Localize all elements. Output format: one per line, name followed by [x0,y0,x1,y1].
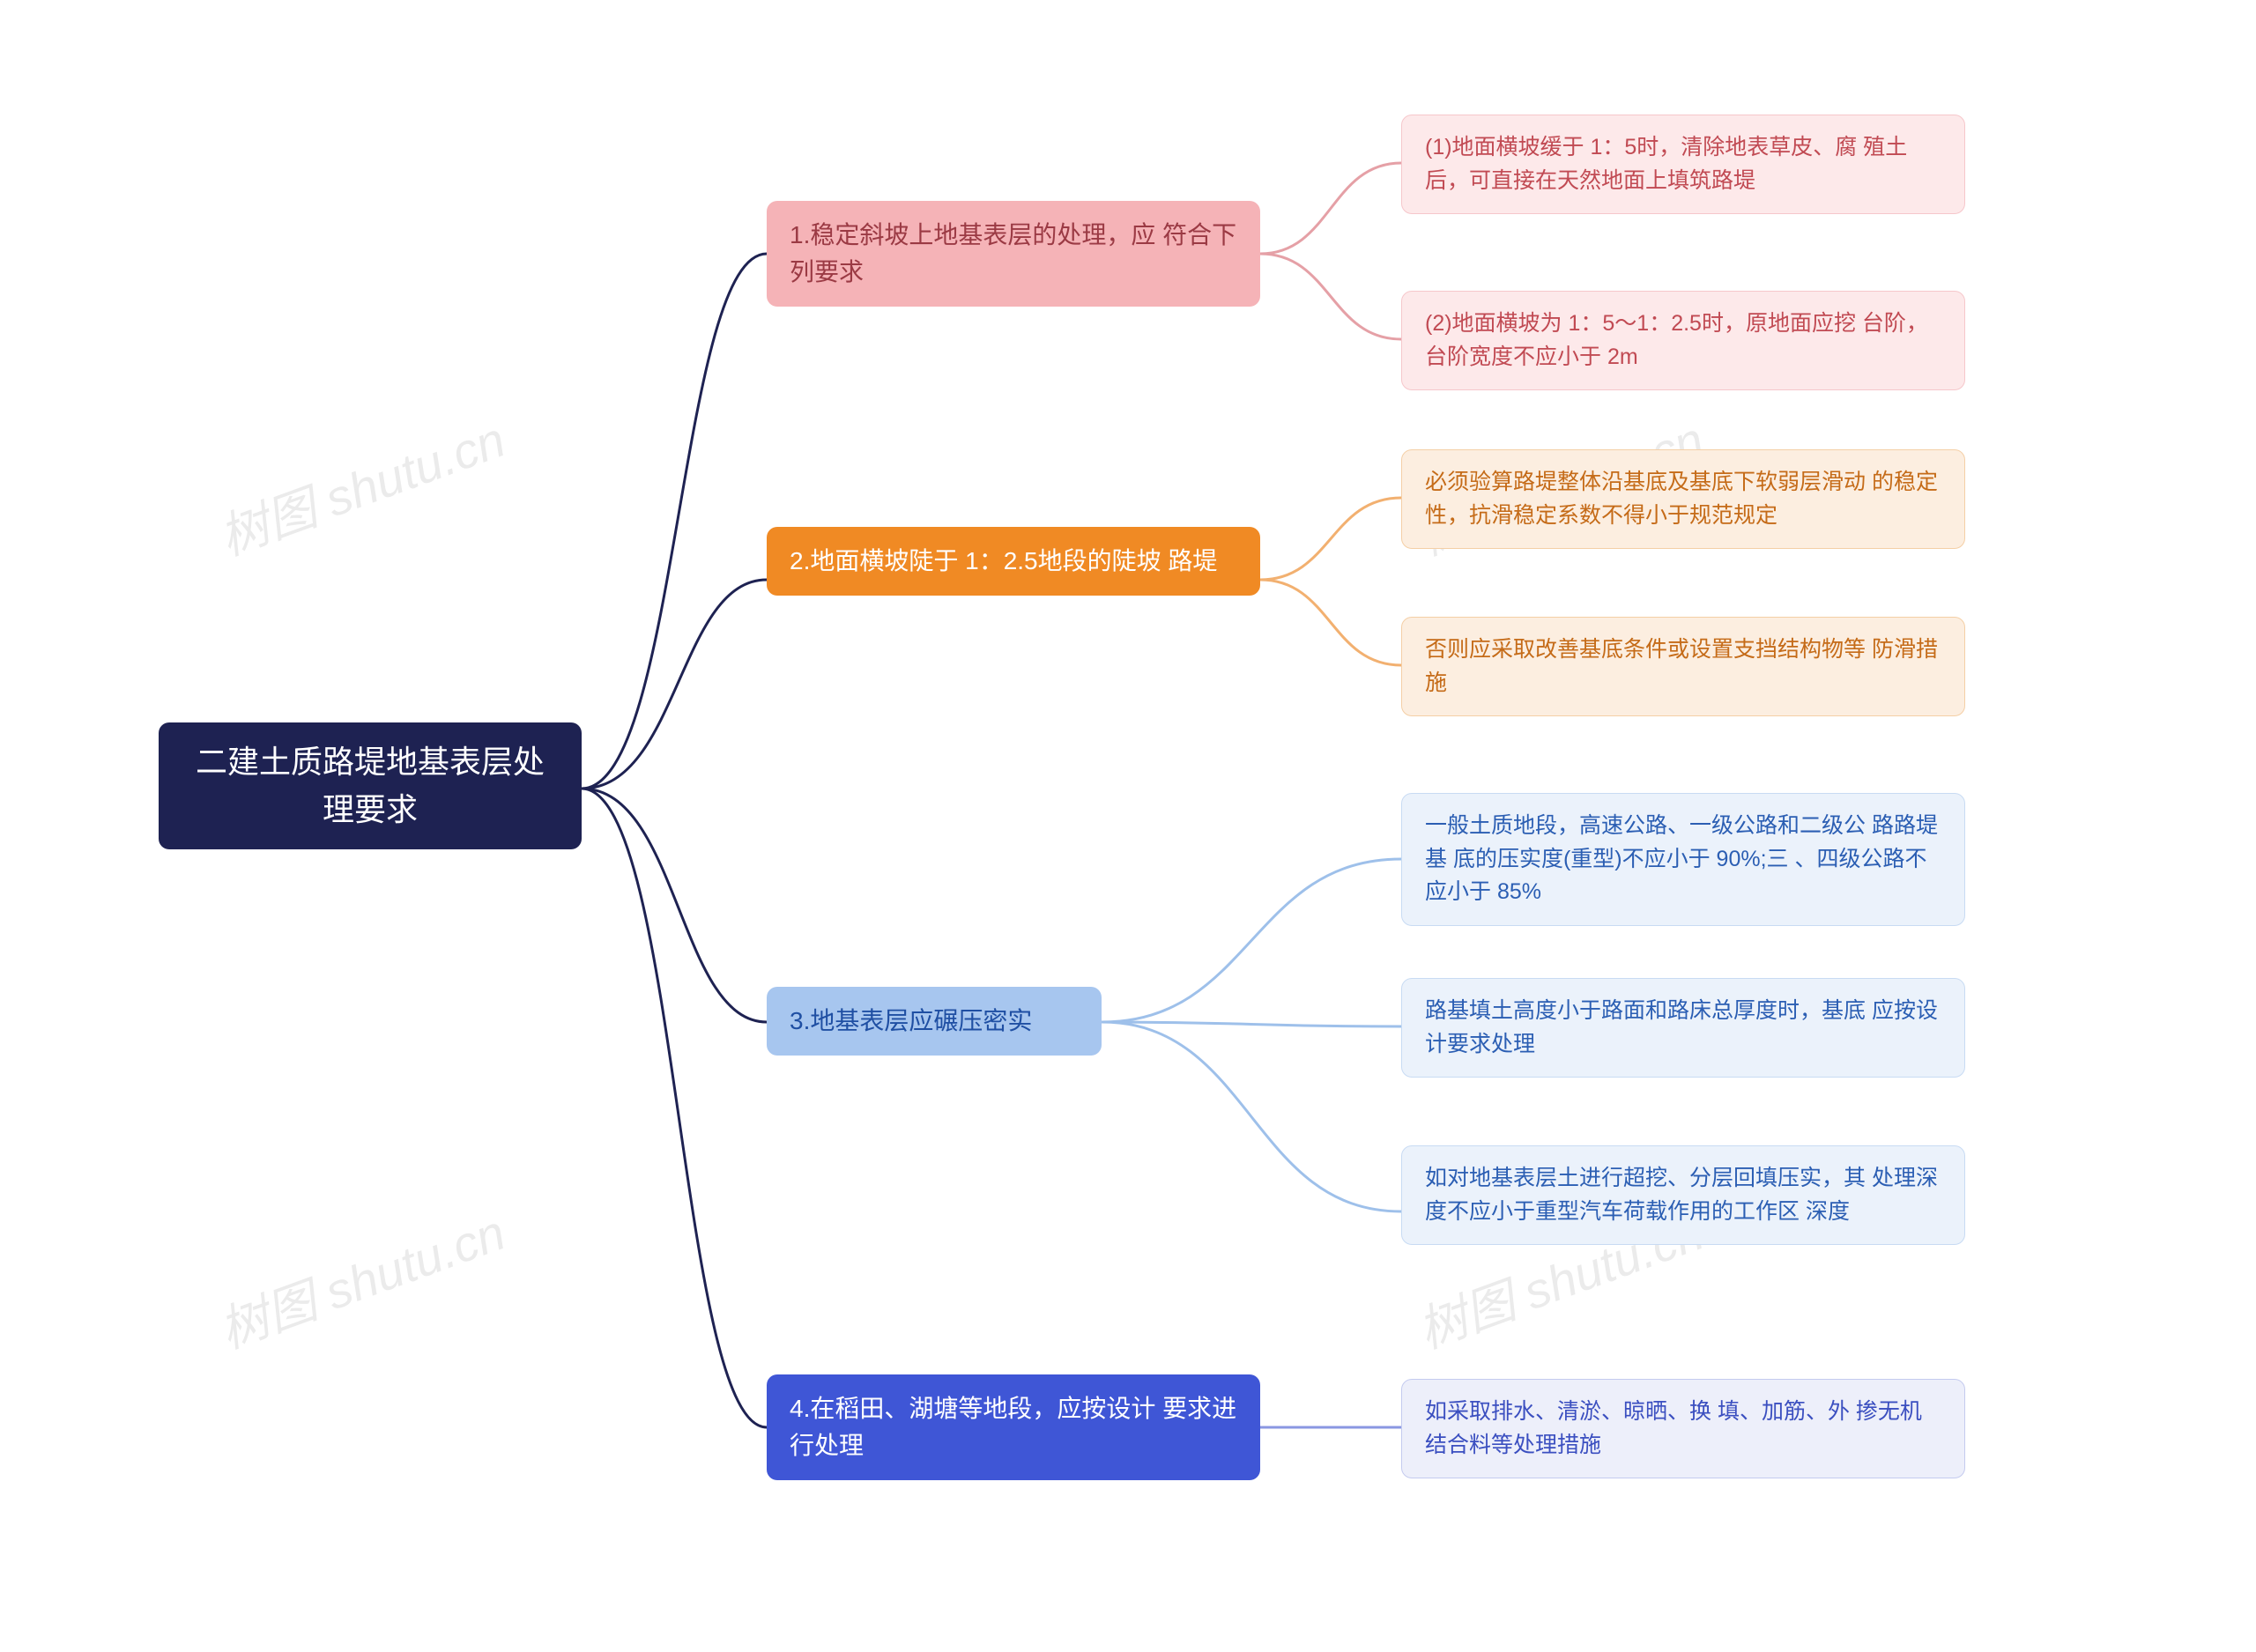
branch-2-label: 2.地面横坡陡于 1：2.5地段的陡坡 路堤 [790,543,1217,580]
branch-2-leaf-1-label: 必须验算路堤整体沿基底及基底下软弱层滑动 的稳定性，抗滑稳定系数不得小于规范规定 [1425,466,1941,532]
branch-2-leaf-2-label: 否则应采取改善基底条件或设置支挡结构物等 防滑措施 [1425,633,1941,700]
connector-root-b3 [582,789,767,1022]
branch-3-leaf-1[interactable]: 一般土质地段，高速公路、一级公路和二级公 路路堤基 底的压实度(重型)不应小于 … [1401,793,1965,926]
branch-3[interactable]: 3.地基表层应碾压密实 [767,987,1102,1056]
branch-1-leaf-2[interactable]: (2)地面横坡为 1：5〜1：2.5时，原地面应挖 台阶，台阶宽度不应小于 2m [1401,291,1965,390]
branch-3-leaf-3-label: 如对地基表层土进行超挖、分层回填压实，其 处理深度不应小于重型汽车荷载作用的工作… [1425,1162,1941,1228]
branch-3-leaf-1-label: 一般土质地段，高速公路、一级公路和二级公 路路堤基 底的压实度(重型)不应小于 … [1425,810,1941,909]
branch-3-leaf-3[interactable]: 如对地基表层土进行超挖、分层回填压实，其 处理深度不应小于重型汽车荷载作用的工作… [1401,1145,1965,1245]
branch-1-label: 1.稳定斜坡上地基表层的处理，应 符合下列要求 [790,217,1237,291]
branch-1[interactable]: 1.稳定斜坡上地基表层的处理，应 符合下列要求 [767,201,1260,307]
connector-b1-l2 [1260,254,1401,339]
branch-1-leaf-1-label: (1)地面横坡缓于 1：5时，清除地表草皮、腐 殖土后，可直接在天然地面上填筑路… [1425,131,1941,197]
branch-4[interactable]: 4.在稻田、湖塘等地段，应按设计 要求进行处理 [767,1374,1260,1480]
connector-root-b2 [582,580,767,789]
branch-4-leaf-1-label: 如采取排水、清淤、晾晒、换 填、加筋、外 掺无机结合料等处理措施 [1425,1396,1941,1462]
branch-1-leaf-2-label: (2)地面横坡为 1：5〜1：2.5时，原地面应挖 台阶，台阶宽度不应小于 2m [1425,307,1941,374]
branch-1-leaf-1[interactable]: (1)地面横坡缓于 1：5时，清除地表草皮、腐 殖土后，可直接在天然地面上填筑路… [1401,115,1965,214]
connector-b3-l2 [1102,1022,1401,1026]
watermark: 树图 shutu.cn [208,1193,514,1362]
branch-3-leaf-2[interactable]: 路基填土高度小于路面和路床总厚度时，基底 应按设计要求处理 [1401,978,1965,1078]
branch-2-leaf-1[interactable]: 必须验算路堤整体沿基底及基底下软弱层滑动 的稳定性，抗滑稳定系数不得小于规范规定 [1401,449,1965,549]
branch-3-label: 3.地基表层应碾压密实 [790,1003,1032,1040]
connector-b3-l3 [1102,1022,1401,1211]
connector-b3-l1 [1102,859,1401,1022]
connector-b1-l1 [1260,163,1401,254]
connector-b2-l1 [1260,498,1401,580]
branch-4-label: 4.在稻田、湖塘等地段，应按设计 要求进行处理 [790,1390,1237,1464]
branch-4-leaf-1[interactable]: 如采取排水、清淤、晾晒、换 填、加筋、外 掺无机结合料等处理措施 [1401,1379,1965,1478]
connector-b2-l2 [1260,580,1401,665]
root-node[interactable]: 二建土质路堤地基表层处 理要求 [159,722,582,849]
watermark: 树图 shutu.cn [208,400,514,569]
branch-2-leaf-2[interactable]: 否则应采取改善基底条件或设置支挡结构物等 防滑措施 [1401,617,1965,716]
branch-3-leaf-2-label: 路基填土高度小于路面和路床总厚度时，基底 应按设计要求处理 [1425,995,1941,1061]
branch-2[interactable]: 2.地面横坡陡于 1：2.5地段的陡坡 路堤 [767,527,1260,596]
root-label: 二建土质路堤地基表层处 理要求 [182,738,559,833]
connector-root-b1 [582,254,767,789]
connector-root-b4 [582,789,767,1427]
